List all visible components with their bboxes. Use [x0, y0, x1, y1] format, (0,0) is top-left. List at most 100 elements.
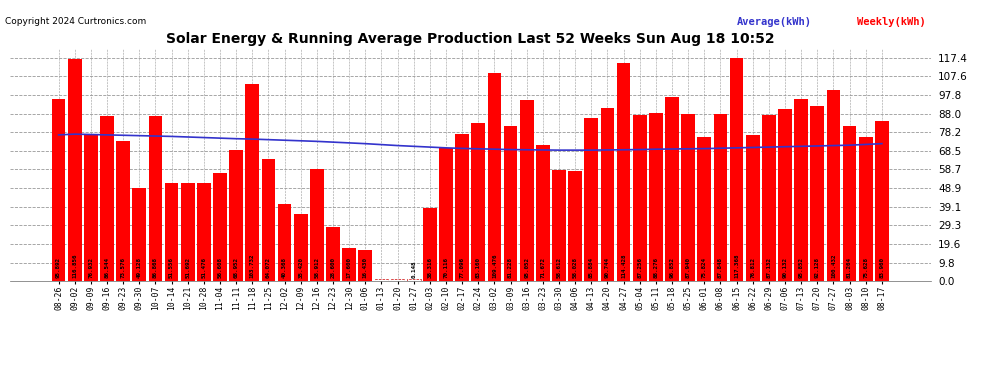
- Bar: [100, 116, 114, 281]
- Text: 96.852: 96.852: [669, 257, 674, 278]
- Bar: [326, 227, 340, 281]
- Bar: [148, 116, 162, 281]
- Text: 100.432: 100.432: [831, 254, 836, 278]
- Text: 85.884: 85.884: [589, 257, 594, 278]
- Text: 64.072: 64.072: [266, 257, 271, 278]
- Text: 87.256: 87.256: [638, 257, 643, 278]
- Bar: [197, 183, 211, 281]
- Text: 58.028: 58.028: [572, 257, 578, 278]
- Bar: [778, 110, 792, 281]
- Text: 35.420: 35.420: [298, 257, 303, 278]
- Text: 109.476: 109.476: [492, 254, 497, 278]
- Text: 75.824: 75.824: [702, 257, 707, 278]
- Bar: [681, 114, 695, 281]
- Bar: [584, 118, 598, 281]
- Bar: [827, 90, 841, 281]
- Bar: [278, 204, 291, 281]
- Text: 87.940: 87.940: [686, 257, 691, 278]
- Bar: [794, 99, 808, 281]
- Bar: [294, 214, 308, 281]
- Text: 86.544: 86.544: [105, 257, 110, 278]
- Text: 58.912: 58.912: [315, 257, 320, 278]
- Bar: [116, 141, 130, 281]
- Text: 49.128: 49.128: [137, 257, 142, 278]
- Text: 95.852: 95.852: [799, 257, 804, 278]
- Text: 95.892: 95.892: [56, 257, 61, 278]
- Bar: [875, 121, 889, 281]
- Bar: [407, 279, 421, 281]
- Text: 28.600: 28.600: [331, 257, 336, 278]
- Text: Copyright 2024 Curtronics.com: Copyright 2024 Curtronics.com: [5, 17, 147, 26]
- Bar: [374, 279, 388, 281]
- Bar: [842, 126, 856, 281]
- Bar: [423, 208, 437, 281]
- Bar: [230, 150, 243, 281]
- Text: Average(kWh): Average(kWh): [737, 17, 812, 27]
- Text: 51.476: 51.476: [201, 257, 206, 278]
- Text: 88.276: 88.276: [653, 257, 658, 278]
- Text: 16.430: 16.430: [362, 257, 368, 278]
- Text: 17.600: 17.600: [346, 257, 351, 278]
- Bar: [811, 106, 825, 281]
- Bar: [730, 58, 743, 281]
- Text: 81.228: 81.228: [508, 257, 513, 278]
- Text: 116.856: 116.856: [72, 254, 77, 278]
- Bar: [181, 183, 195, 281]
- Text: 38.316: 38.316: [428, 257, 433, 278]
- Text: 0.148: 0.148: [411, 261, 416, 278]
- Bar: [504, 126, 518, 281]
- Text: 83.160: 83.160: [476, 257, 481, 278]
- Text: 70.116: 70.116: [444, 257, 448, 278]
- Text: 81.264: 81.264: [847, 257, 852, 278]
- Text: 71.672: 71.672: [541, 257, 545, 278]
- Bar: [164, 183, 178, 281]
- Text: 76.812: 76.812: [750, 257, 755, 278]
- Text: 40.368: 40.368: [282, 257, 287, 278]
- Text: 103.732: 103.732: [249, 254, 254, 278]
- Bar: [745, 135, 759, 281]
- Bar: [471, 123, 485, 281]
- Text: 68.952: 68.952: [234, 257, 239, 278]
- Text: 77.096: 77.096: [459, 257, 464, 278]
- Text: 90.132: 90.132: [782, 257, 787, 278]
- Text: 86.868: 86.868: [153, 257, 158, 278]
- Bar: [762, 115, 776, 281]
- Text: 117.368: 117.368: [735, 254, 740, 278]
- Bar: [649, 113, 662, 281]
- Text: 90.744: 90.744: [605, 257, 610, 278]
- Text: 95.052: 95.052: [525, 257, 530, 278]
- Bar: [261, 159, 275, 281]
- Bar: [601, 108, 615, 281]
- Text: 92.128: 92.128: [815, 257, 820, 278]
- Bar: [133, 188, 147, 281]
- Bar: [84, 135, 98, 281]
- Text: 87.132: 87.132: [766, 257, 771, 278]
- Text: 75.628: 75.628: [863, 257, 868, 278]
- Bar: [213, 173, 227, 281]
- Text: 114.428: 114.428: [621, 254, 626, 278]
- Text: 51.556: 51.556: [169, 257, 174, 278]
- Text: 51.692: 51.692: [185, 257, 190, 278]
- Bar: [714, 114, 728, 281]
- Bar: [440, 148, 452, 281]
- Text: 73.576: 73.576: [121, 257, 126, 278]
- Bar: [51, 99, 65, 281]
- Bar: [343, 248, 356, 281]
- Bar: [391, 279, 405, 281]
- Bar: [455, 134, 469, 281]
- Bar: [552, 170, 566, 281]
- Bar: [246, 84, 259, 281]
- Text: 87.848: 87.848: [718, 257, 723, 278]
- Bar: [488, 73, 501, 281]
- Text: 58.612: 58.612: [556, 257, 561, 278]
- Text: Weekly(kWh): Weekly(kWh): [857, 17, 926, 27]
- Bar: [310, 169, 324, 281]
- Text: 56.608: 56.608: [218, 257, 223, 278]
- Bar: [520, 100, 534, 281]
- Bar: [665, 97, 679, 281]
- Bar: [698, 137, 711, 281]
- Bar: [617, 63, 631, 281]
- Text: 83.960: 83.960: [879, 257, 884, 278]
- Bar: [358, 250, 372, 281]
- Text: 76.932: 76.932: [88, 257, 93, 278]
